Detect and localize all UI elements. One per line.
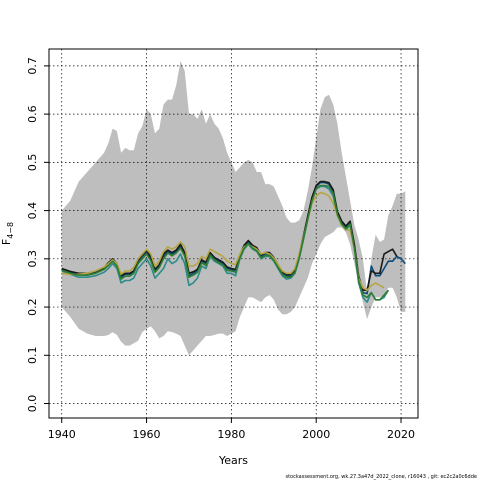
y-tick-label: 0.2: [26, 298, 39, 316]
x-tick-label: 1960: [133, 428, 161, 441]
y-axis-title: F4−8: [0, 222, 15, 245]
x-tick-label: 2020: [387, 428, 415, 441]
series-line-5: [61, 184, 389, 301]
series-line-4: [61, 191, 385, 291]
footer-note: stockassessment.org, wk.27.3a47d_2022_cl…: [285, 474, 477, 480]
plot-frame: [48, 48, 419, 419]
x-tick-label: 1940: [48, 428, 76, 441]
x-tick-label: 2000: [302, 428, 330, 441]
y-axis-title-subscript: 4−8: [6, 222, 15, 239]
y-tick-label: 0.7: [26, 57, 39, 75]
confidence-band: [61, 61, 406, 356]
x-axis-title: Years: [218, 454, 248, 467]
y-tick-label: 0.3: [26, 250, 39, 268]
y-tick-label: 0.4: [26, 202, 39, 220]
series-layer: [61, 180, 406, 303]
y-tick-label: 0.0: [26, 395, 39, 413]
y-tick-label: 0.1: [26, 347, 39, 365]
y-axis-ticks: 0.0 0.1 0.2 0.3 0.4 0.5 0.6 0.7: [26, 57, 49, 412]
y-axis-title-main: F: [0, 239, 13, 245]
grid-layer: [49, 49, 418, 418]
y-tick-label: 0.5: [26, 154, 39, 172]
x-tick-label: 1980: [217, 428, 245, 441]
y-tick-label: 0.6: [26, 105, 39, 123]
svg-text:F4−8: F4−8: [0, 222, 15, 245]
x-axis-ticks: 1940 1960 1980 2000 2020: [48, 418, 415, 441]
confidence-band-layer: [61, 61, 406, 356]
